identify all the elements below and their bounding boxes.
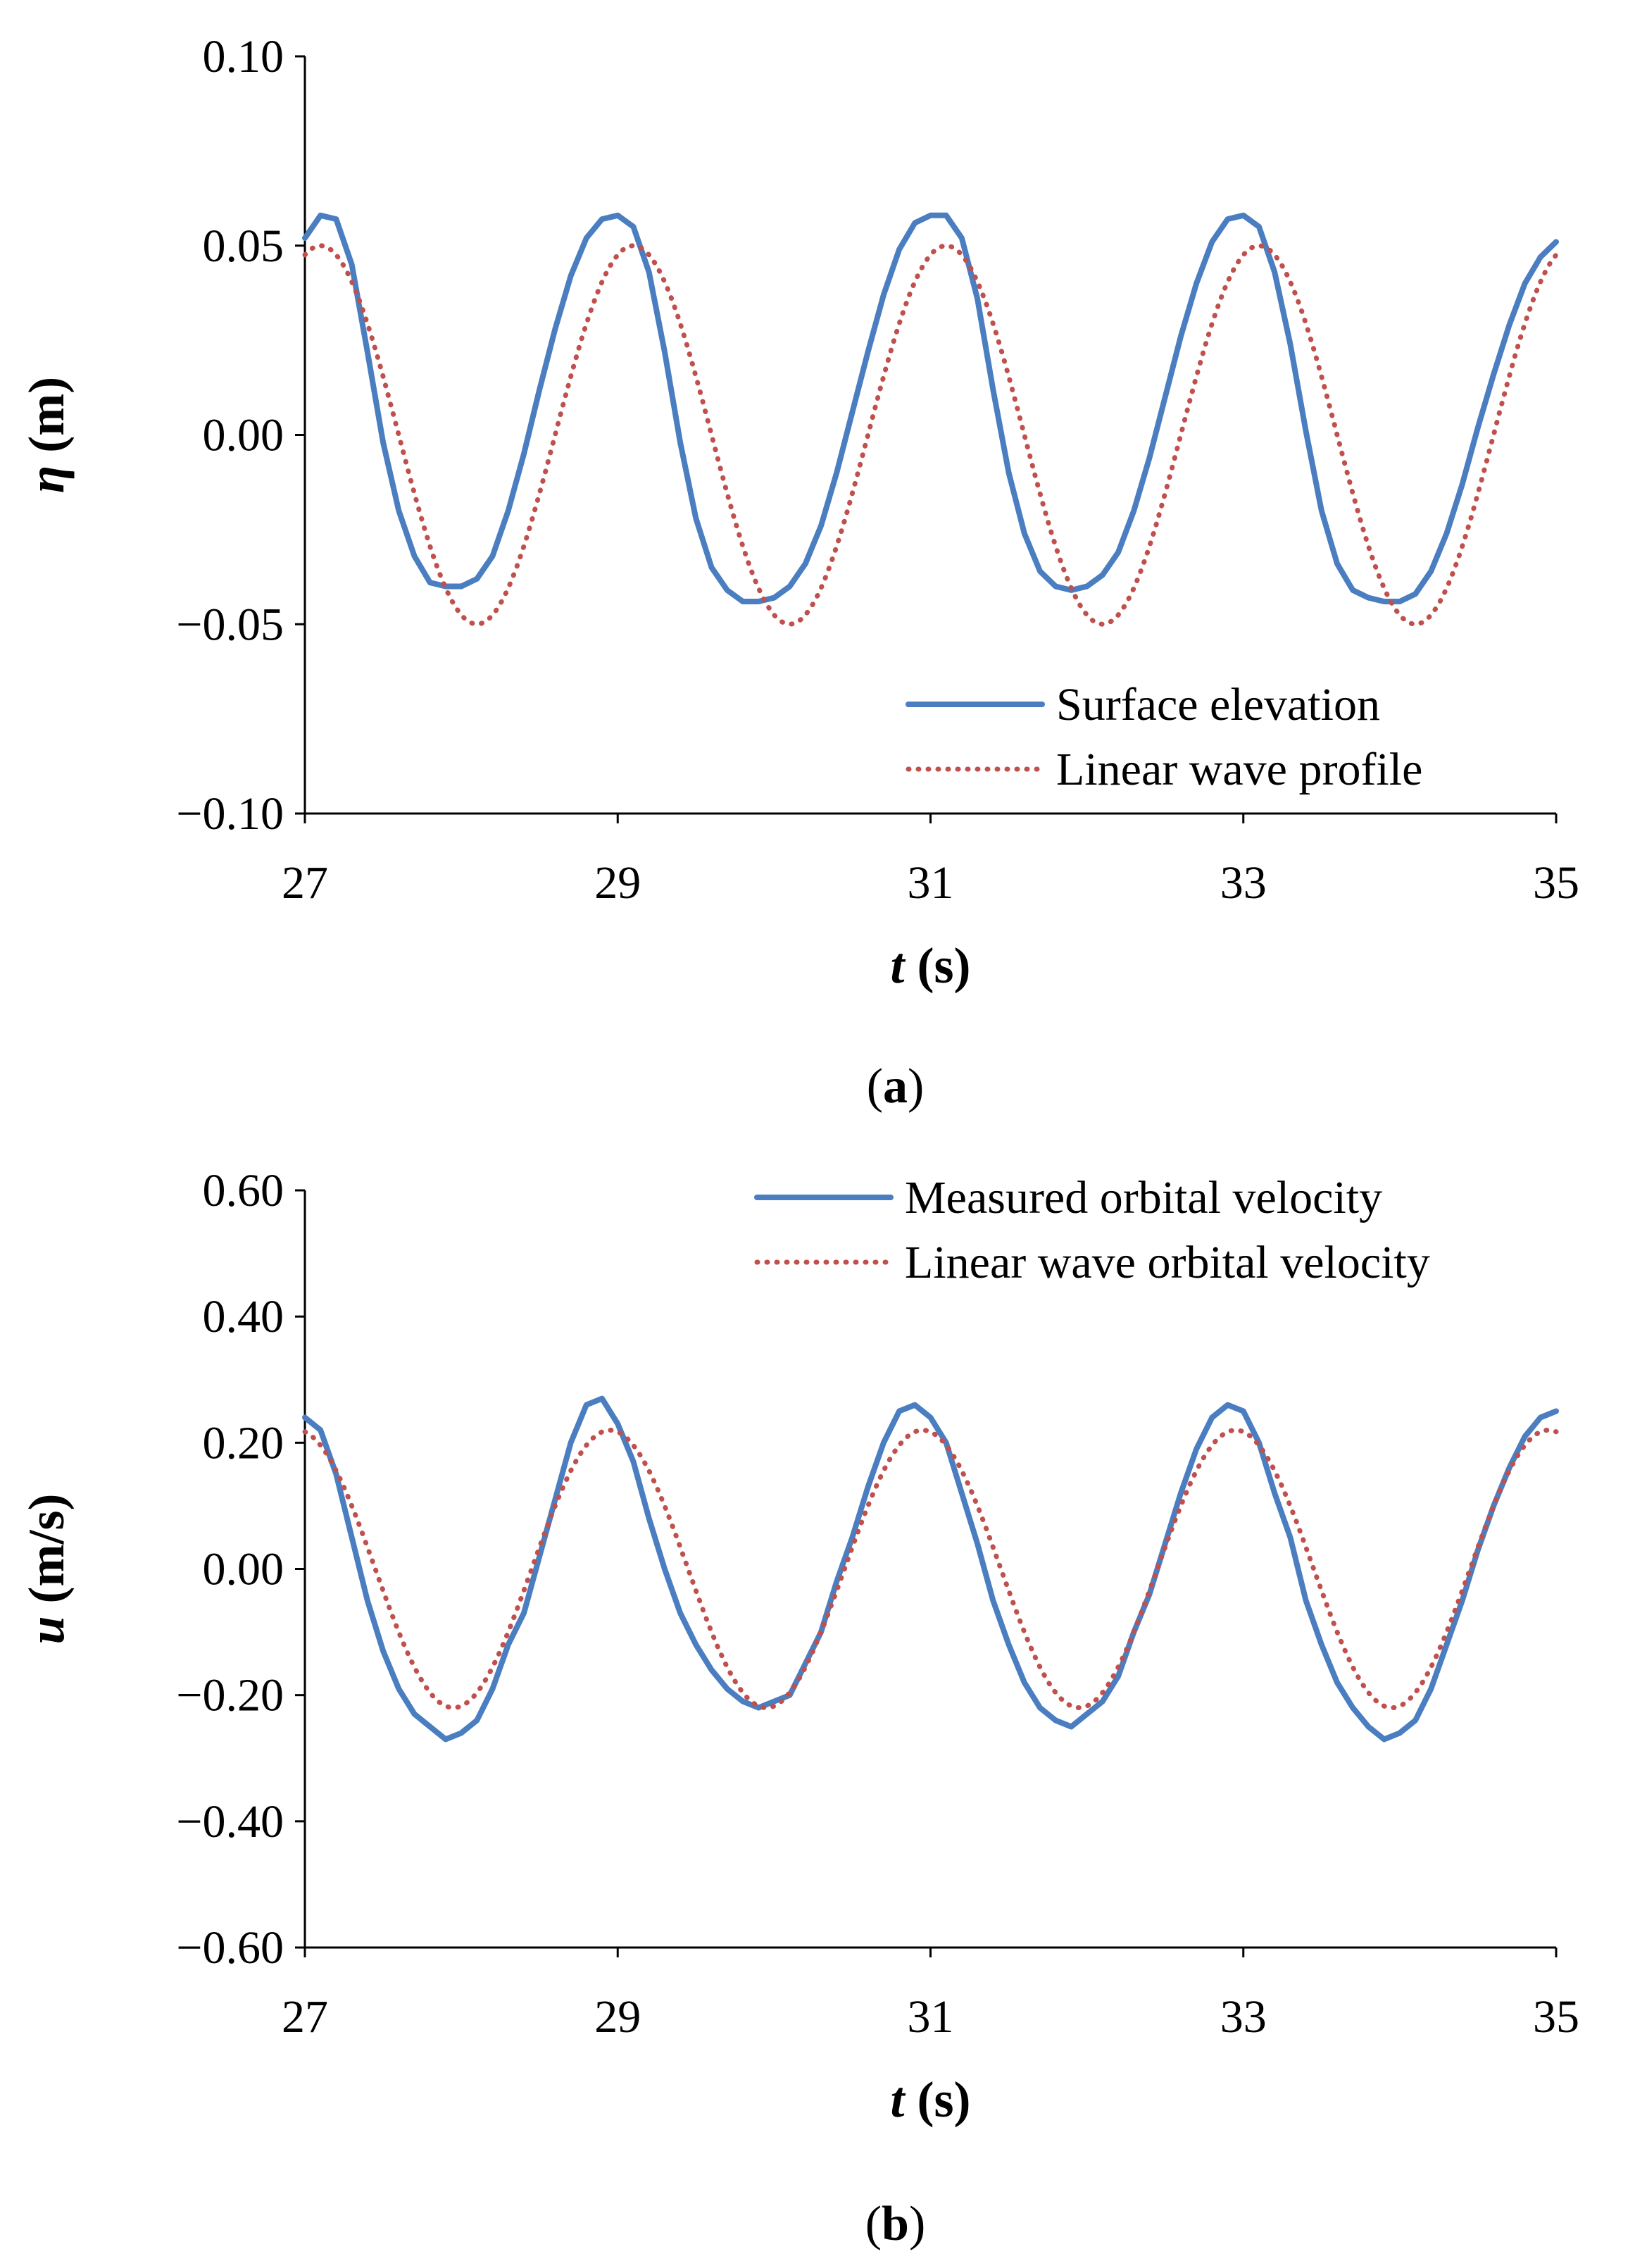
legend-label: Linear wave profile <box>1056 744 1422 795</box>
x-tick-label: 31 <box>908 857 954 909</box>
y-axis-label-variable: η <box>18 466 75 494</box>
x-tick-label: 35 <box>1533 1991 1579 2043</box>
surface-elevation-series-line <box>302 212 1559 604</box>
chart-panel-b: 0.60 0.40 0.20 0.00 −0.20 −0.40 −0.60 27 29 31 33 3… <box>18 1165 1579 2251</box>
y-tick-label: 0.60 <box>203 1165 284 1216</box>
y-tick-label: 0.10 <box>203 31 284 82</box>
measured-orbital-velocity-series-line <box>302 1395 1559 1743</box>
x-axis-label-unit: (s) <box>905 937 971 994</box>
chart-panel-a: 0.10 0.05 0.00 −0.05 −0.10 27 29 31 33 35 t (s) η (… <box>18 31 1579 1114</box>
panel-caption: (a) <box>867 1059 925 1114</box>
x-axis-label-variable: t <box>891 937 906 994</box>
y-axis-label-unit: (m) <box>18 377 75 466</box>
x-tick-label: 33 <box>1220 1991 1267 2043</box>
x-tick-label: 27 <box>282 1991 328 2043</box>
y-axis-label-unit: (m/s) <box>18 1494 75 1616</box>
x-tick-label: 29 <box>594 857 641 909</box>
linear-wave-orbital-velocity-series-line <box>302 1428 1559 1710</box>
y-tick-label: −0.05 <box>176 599 284 650</box>
y-tick-label: −0.20 <box>176 1670 284 1721</box>
panel-caption-close: ) <box>908 1059 924 1114</box>
y-tick-label: 0.20 <box>203 1417 284 1469</box>
linear-wave-profile-series-line <box>302 243 1559 627</box>
panel-caption: (b) <box>865 2197 926 2251</box>
panel-caption-letter: b <box>882 2197 909 2251</box>
y-axis-label: η (m) <box>18 377 75 493</box>
y-tick-label: −0.40 <box>176 1796 284 1848</box>
y-tick-label: −0.10 <box>176 788 284 840</box>
y-tick-label: −0.60 <box>176 1922 284 1974</box>
legend-label: Surface elevation <box>1056 679 1380 730</box>
panel-caption-letter: a <box>883 1059 908 1114</box>
legend-label: Linear wave orbital velocity <box>905 1237 1430 1288</box>
y-tick-label: 0.05 <box>203 220 284 272</box>
y-axis-label: u (m/s) <box>18 1494 75 1645</box>
panel-caption-open: ( <box>865 2197 882 2251</box>
x-tick-label: 27 <box>282 857 328 909</box>
y-tick-label: 0.00 <box>203 410 284 461</box>
x-tick-label: 31 <box>908 1991 954 2043</box>
y-tick-label: 0.40 <box>203 1291 284 1342</box>
x-tick-label: 29 <box>594 1991 641 2043</box>
y-axis-label-variable: u <box>18 1616 75 1644</box>
panel-caption-close: ) <box>909 2197 925 2251</box>
x-tick-label: 33 <box>1220 857 1267 909</box>
x-axis-label: t (s) <box>891 937 971 994</box>
x-axis-label: t (s) <box>891 2071 971 2128</box>
x-axis-label-variable: t <box>891 2071 906 2128</box>
x-axis-label-unit: (s) <box>905 2071 971 2128</box>
y-tick-label: 0.00 <box>203 1544 284 1595</box>
x-tick-label: 35 <box>1533 857 1579 909</box>
legend-label: Measured orbital velocity <box>905 1172 1382 1223</box>
panel-caption-open: ( <box>867 1059 883 1114</box>
